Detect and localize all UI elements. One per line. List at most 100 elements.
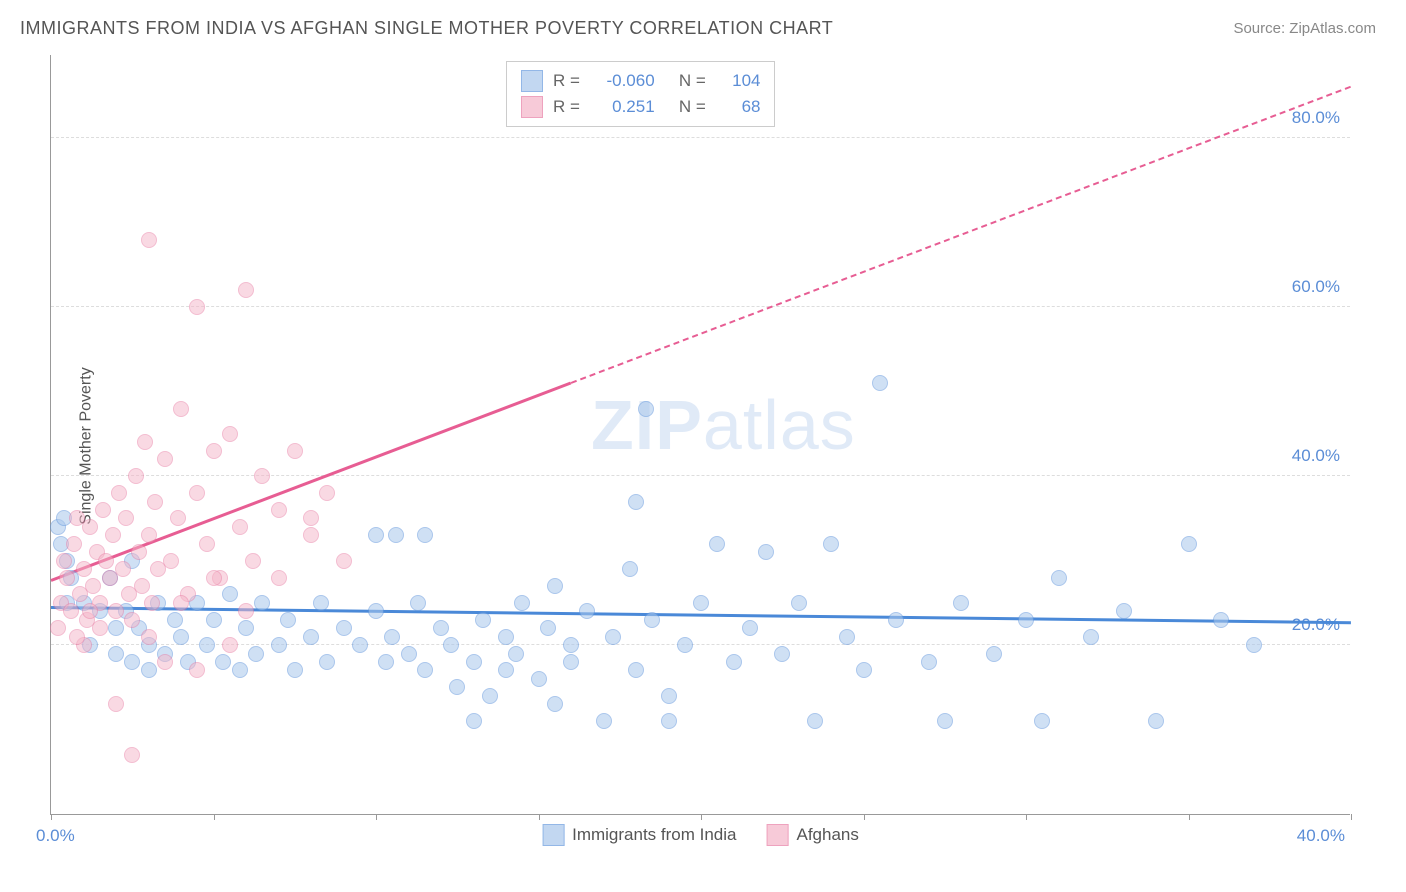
- afghans-point: [76, 561, 92, 577]
- india-point: [531, 671, 547, 687]
- series-legend-label-india: Immigrants from India: [572, 825, 736, 845]
- x-tick: [1026, 814, 1027, 820]
- afghans-point: [319, 485, 335, 501]
- india-point: [475, 612, 491, 628]
- india-point: [540, 620, 556, 636]
- india-point: [388, 527, 404, 543]
- legend-r-label: R =: [553, 97, 585, 117]
- series-legend-item-afghans: Afghans: [767, 824, 859, 846]
- india-point: [953, 595, 969, 611]
- india-point: [709, 536, 725, 552]
- india-point: [1051, 570, 1067, 586]
- afghans-point: [222, 637, 238, 653]
- afghans-point: [111, 485, 127, 501]
- india-point: [1018, 612, 1034, 628]
- afghans-point: [206, 443, 222, 459]
- india-point: [248, 646, 264, 662]
- afghans-point: [336, 553, 352, 569]
- india-point: [628, 662, 644, 678]
- afghans-point: [63, 603, 79, 619]
- afghans-point: [144, 595, 160, 611]
- y-tick-label: 80.0%: [1292, 108, 1340, 128]
- afghans-point: [98, 553, 114, 569]
- afghans-point: [69, 629, 85, 645]
- india-point: [807, 713, 823, 729]
- afghans-point: [199, 536, 215, 552]
- afghans-point: [170, 510, 186, 526]
- india-point: [254, 595, 270, 611]
- india-point: [1083, 629, 1099, 645]
- india-point: [605, 629, 621, 645]
- afghans-point: [115, 561, 131, 577]
- india-point: [313, 595, 329, 611]
- india-point: [449, 679, 465, 695]
- india-point: [167, 612, 183, 628]
- afghans-point: [131, 544, 147, 560]
- afghans-point: [232, 519, 248, 535]
- y-tick-label: 40.0%: [1292, 446, 1340, 466]
- chart-title: IMMIGRANTS FROM INDIA VS AFGHAN SINGLE M…: [20, 18, 833, 39]
- india-point: [124, 654, 140, 670]
- y-tick-label: 20.0%: [1292, 615, 1340, 635]
- india-point: [547, 696, 563, 712]
- india-point: [466, 654, 482, 670]
- india-point: [1034, 713, 1050, 729]
- india-point: [1213, 612, 1229, 628]
- gridline: [51, 644, 1350, 645]
- india-point: [644, 612, 660, 628]
- india-point: [921, 654, 937, 670]
- india-point: [141, 662, 157, 678]
- india-point: [693, 595, 709, 611]
- india-point: [417, 662, 433, 678]
- india-point: [622, 561, 638, 577]
- afghans-point: [141, 232, 157, 248]
- india-point: [888, 612, 904, 628]
- india-point: [1148, 713, 1164, 729]
- afghans-point: [118, 510, 134, 526]
- afghans-point: [124, 612, 140, 628]
- x-tick: [1189, 814, 1190, 820]
- legend-r-value-india: -0.060: [595, 71, 655, 91]
- india-point: [287, 662, 303, 678]
- afghans-point: [108, 696, 124, 712]
- afghans-trendline-dashed: [571, 86, 1352, 384]
- gridline: [51, 137, 1350, 138]
- afghans-point: [222, 426, 238, 442]
- india-point: [368, 527, 384, 543]
- india-point: [856, 662, 872, 678]
- india-point: [384, 629, 400, 645]
- india-point: [108, 620, 124, 636]
- x-tick: [701, 814, 702, 820]
- afghans-point: [189, 299, 205, 315]
- india-point: [823, 536, 839, 552]
- india-point: [937, 713, 953, 729]
- afghans-point: [59, 570, 75, 586]
- india-point: [872, 375, 888, 391]
- india-point: [726, 654, 742, 670]
- india-point: [547, 578, 563, 594]
- india-point: [661, 713, 677, 729]
- legend-swatch-afghans: [521, 96, 543, 118]
- india-point: [368, 603, 384, 619]
- india-point: [498, 662, 514, 678]
- afghans-point: [189, 485, 205, 501]
- legend-n-value-afghans: 68: [720, 97, 760, 117]
- afghans-point: [82, 603, 98, 619]
- india-point: [514, 595, 530, 611]
- afghans-point: [245, 553, 261, 569]
- india-point: [271, 637, 287, 653]
- watermark: ZIPatlas: [591, 385, 856, 465]
- india-point: [1181, 536, 1197, 552]
- afghans-point: [92, 620, 108, 636]
- x-tick: [51, 814, 52, 820]
- india-point: [303, 629, 319, 645]
- series-legend-item-india: Immigrants from India: [542, 824, 736, 846]
- afghans-point: [141, 527, 157, 543]
- afghans-point: [254, 468, 270, 484]
- india-point: [638, 401, 654, 417]
- afghans-point: [238, 282, 254, 298]
- afghans-point: [134, 578, 150, 594]
- india-point: [173, 629, 189, 645]
- india-point: [628, 494, 644, 510]
- india-point: [215, 654, 231, 670]
